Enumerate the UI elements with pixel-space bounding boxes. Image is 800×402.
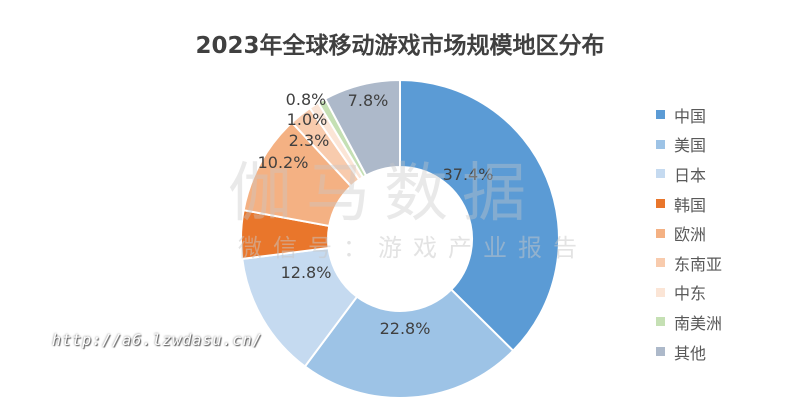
data-label-0: 37.4%: [443, 165, 494, 184]
legend-swatch: [656, 258, 665, 268]
legend-label: 中东: [674, 284, 707, 304]
legend-item-7: 南美洲: [656, 307, 722, 337]
legend: 中国美国日本韩国欧洲东南亚中东南美洲其他: [656, 100, 722, 366]
legend-item-1: 美国: [656, 130, 722, 160]
legend-label: 南美洲: [674, 313, 723, 333]
watermark-wechat: 微信号：游戏产业报告: [238, 234, 588, 262]
legend-item-3: 韩国: [656, 189, 722, 219]
chart-title: 2023年全球移动游戏市场规模地区分布: [195, 33, 605, 59]
legend-label: 其他: [674, 343, 707, 363]
legend-swatch: [656, 110, 665, 120]
data-label-1: 22.8%: [380, 319, 431, 338]
data-label-4: 10.2%: [258, 153, 309, 172]
legend-item-5: 东南亚: [656, 248, 722, 278]
slice-8: [323, 78, 401, 177]
legend-label: 欧洲: [674, 225, 707, 245]
legend-label: 韩国: [674, 195, 707, 215]
legend-swatch: [656, 199, 665, 209]
data-label-8: 7.8%: [348, 91, 389, 110]
legend-item-0: 中国: [656, 100, 722, 130]
watermark-brand: 伽马数据: [228, 157, 540, 231]
legend-swatch: [656, 287, 665, 297]
data-label-5: 2.3%: [289, 131, 330, 150]
legend-swatch: [656, 228, 665, 238]
slice-0: [399, 78, 560, 353]
legend-item-6: 中东: [656, 278, 722, 308]
legend-swatch: [656, 169, 665, 179]
legend-item-4: 欧洲: [656, 218, 722, 248]
slice-1: [303, 288, 515, 399]
data-label-6: 1.0%: [287, 110, 328, 129]
legend-item-2: 日本: [656, 159, 722, 189]
legend-swatch: [656, 347, 665, 357]
data-label-7: 0.8%: [286, 90, 327, 109]
legend-swatch: [656, 139, 665, 149]
legend-label: 中国: [674, 106, 707, 126]
legend-swatch: [656, 317, 665, 327]
legend-item-8: 其他: [656, 337, 722, 367]
watermark-url: http://a6.lzwdasu.cn/: [52, 331, 263, 349]
legend-label: 美国: [674, 136, 707, 156]
data-label-2: 12.8%: [281, 263, 332, 282]
legend-label: 东南亚: [674, 254, 723, 274]
legend-label: 日本: [674, 165, 707, 185]
